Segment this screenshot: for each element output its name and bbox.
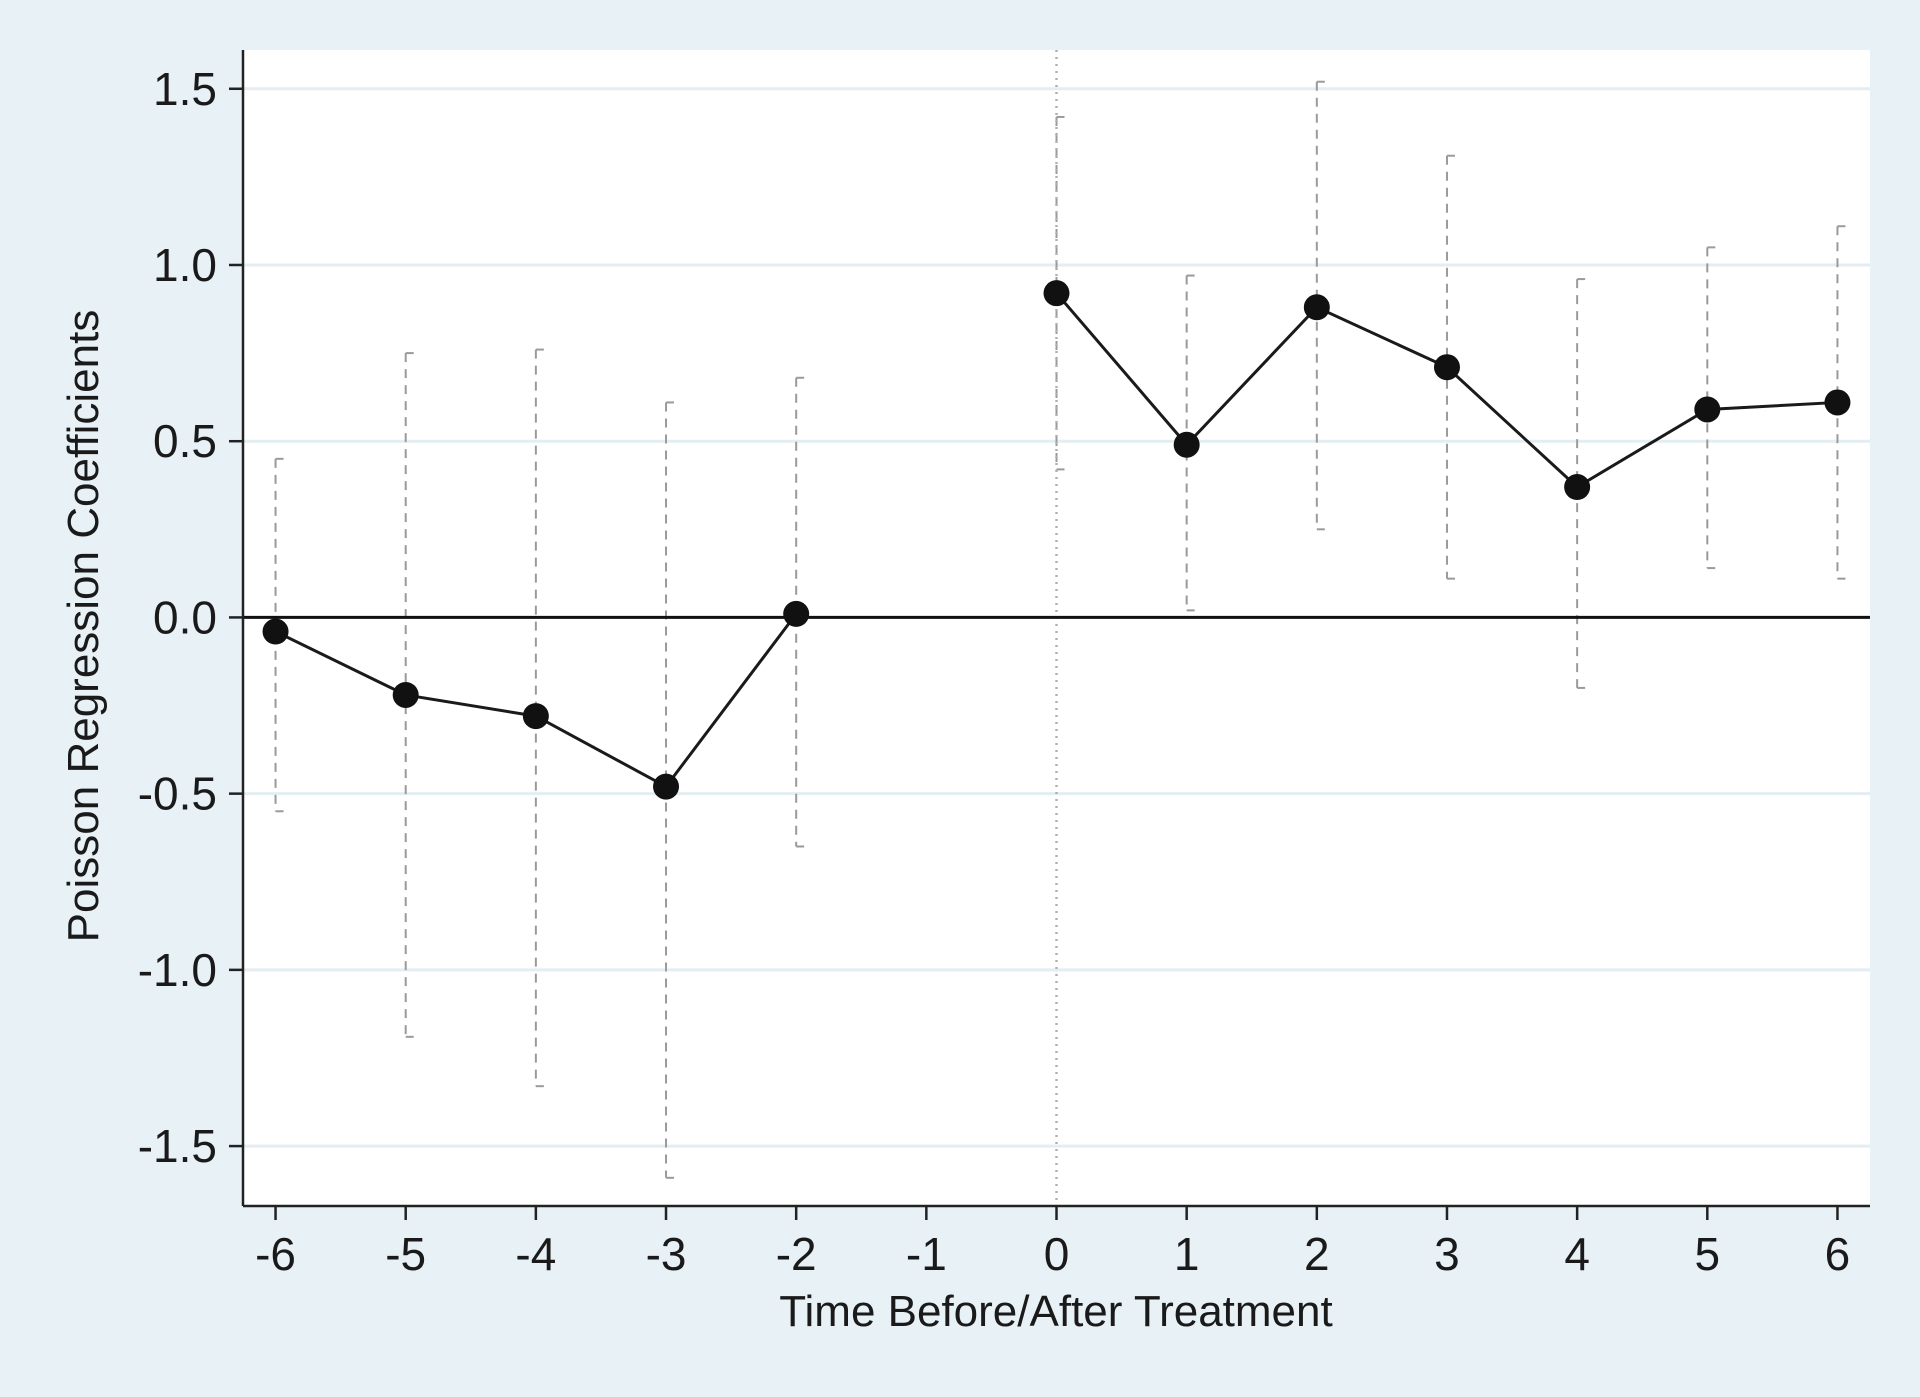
y-tick-label: -1.0 [138, 944, 217, 996]
data-point [1694, 396, 1721, 423]
reference-lines [243, 50, 1870, 1206]
confidence-interval [1315, 80, 1325, 531]
y-tick-label: -0.5 [138, 768, 217, 820]
plot-area [243, 50, 1870, 1206]
data-point [1303, 294, 1330, 321]
x-tick-label: -2 [776, 1228, 817, 1280]
data-point [1433, 354, 1460, 381]
confidence-interval [795, 376, 805, 848]
y-tick-label: 1.5 [153, 63, 217, 115]
y-axis-ticks: -1.5 -1.0 -0.5 0.0 0.5 1.0 1.5 [138, 63, 243, 1172]
x-tick-label: -1 [906, 1228, 947, 1280]
x-tick-label: 0 [1044, 1228, 1070, 1280]
confidence-interval [1576, 278, 1586, 689]
data-point [1564, 474, 1591, 501]
x-tick-label: 1 [1174, 1228, 1200, 1280]
data-point [392, 681, 419, 708]
data-point [653, 773, 680, 800]
x-tick-label: -5 [385, 1228, 426, 1280]
x-tick-label: 4 [1564, 1228, 1590, 1280]
x-axis-title: Time Before/After Treatment [779, 1287, 1332, 1336]
data-points [262, 280, 1851, 800]
x-tick-label: -3 [646, 1228, 687, 1280]
y-axis-title: Poisson Regression Coefficients [59, 310, 108, 943]
data-point [262, 618, 289, 645]
data-point [522, 703, 549, 730]
x-axis-ticks: -6 -5 -4 -3 -2 -1 0 1 2 3 4 5 6 [255, 1206, 1850, 1280]
y-tick-label: 1.0 [153, 239, 217, 291]
data-point [1173, 431, 1200, 458]
x-tick-label: 5 [1695, 1228, 1721, 1280]
y-tick-label: -1.5 [138, 1120, 217, 1172]
x-tick-label: -4 [515, 1228, 556, 1280]
x-tick-label: 3 [1434, 1228, 1460, 1280]
y-tick-label: 0.5 [153, 415, 217, 467]
x-tick-label: 6 [1825, 1228, 1851, 1280]
y-tick-label: 0.0 [153, 591, 217, 643]
x-tick-label: 2 [1304, 1228, 1330, 1280]
x-tick-label: -6 [255, 1228, 296, 1280]
data-point [1043, 280, 1070, 307]
data-point [783, 600, 810, 627]
data-point [1824, 389, 1851, 416]
